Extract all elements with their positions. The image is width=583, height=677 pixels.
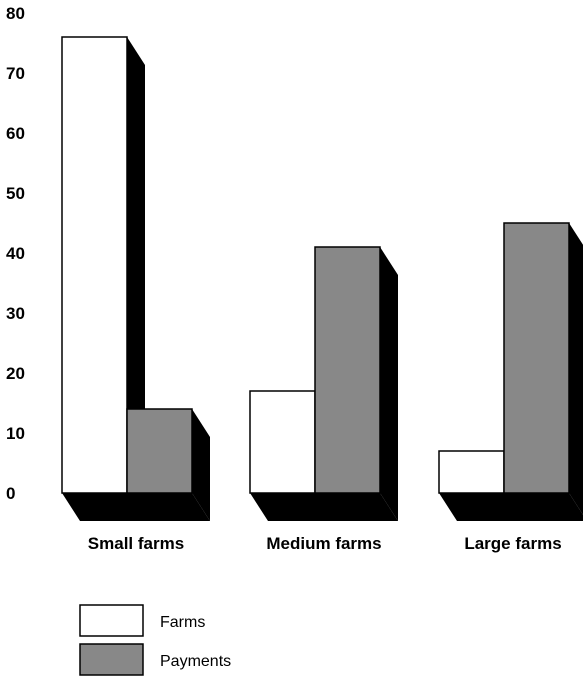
category-label-small-farms: Small farms <box>88 534 184 553</box>
category-labels: Small farms Medium farms Large farms <box>88 534 562 553</box>
bar-farms-medium-farms <box>249 390 316 494</box>
y-tick-label-40: 40 <box>6 244 25 263</box>
y-tick-label-30: 30 <box>6 304 25 323</box>
bar-payments-small-farms <box>126 408 193 494</box>
bar-groups <box>61 36 583 521</box>
y-tick-label-50: 50 <box>6 184 25 203</box>
y-tick-label-80: 80 <box>6 4 25 23</box>
bar-side-shadow-farms-small-farms <box>127 37 145 521</box>
y-tick-label-10: 10 <box>6 424 25 443</box>
y-tick-label-0: 0 <box>6 484 15 503</box>
bar-side-shadow-payments-small-farms <box>192 409 210 521</box>
category-label-medium-farms: Medium farms <box>266 534 381 553</box>
bar-farms-large-farms <box>438 450 505 494</box>
y-tick-label-20: 20 <box>6 364 25 383</box>
y-axis-tick-labels: 0 10 20 30 40 50 60 70 80 <box>6 4 25 503</box>
bar-group-large-farms <box>438 222 583 521</box>
category-label-large-farms: Large farms <box>464 534 561 553</box>
bar-farms-small-farms <box>61 36 128 494</box>
bar-side-shadow-payments-medium-farms <box>380 247 398 521</box>
legend-swatch-farms <box>79 604 144 637</box>
legend-swatch-payments <box>79 643 144 676</box>
legend-label-payments: Payments <box>160 653 231 670</box>
bar-group-small-farms <box>61 36 210 521</box>
bar-group-medium-farms <box>249 246 398 521</box>
bar-side-shadow-payments-large-farms <box>569 223 583 515</box>
y-tick-label-70: 70 <box>6 64 25 83</box>
bar-payments-medium-farms <box>314 246 381 494</box>
legend: Farms Payments <box>79 604 231 676</box>
bar-payments-large-farms <box>503 222 570 494</box>
bar-floor-shadow-large-farms <box>439 493 583 521</box>
y-tick-label-60: 60 <box>6 124 25 143</box>
legend-label-farms: Farms <box>160 614 205 631</box>
